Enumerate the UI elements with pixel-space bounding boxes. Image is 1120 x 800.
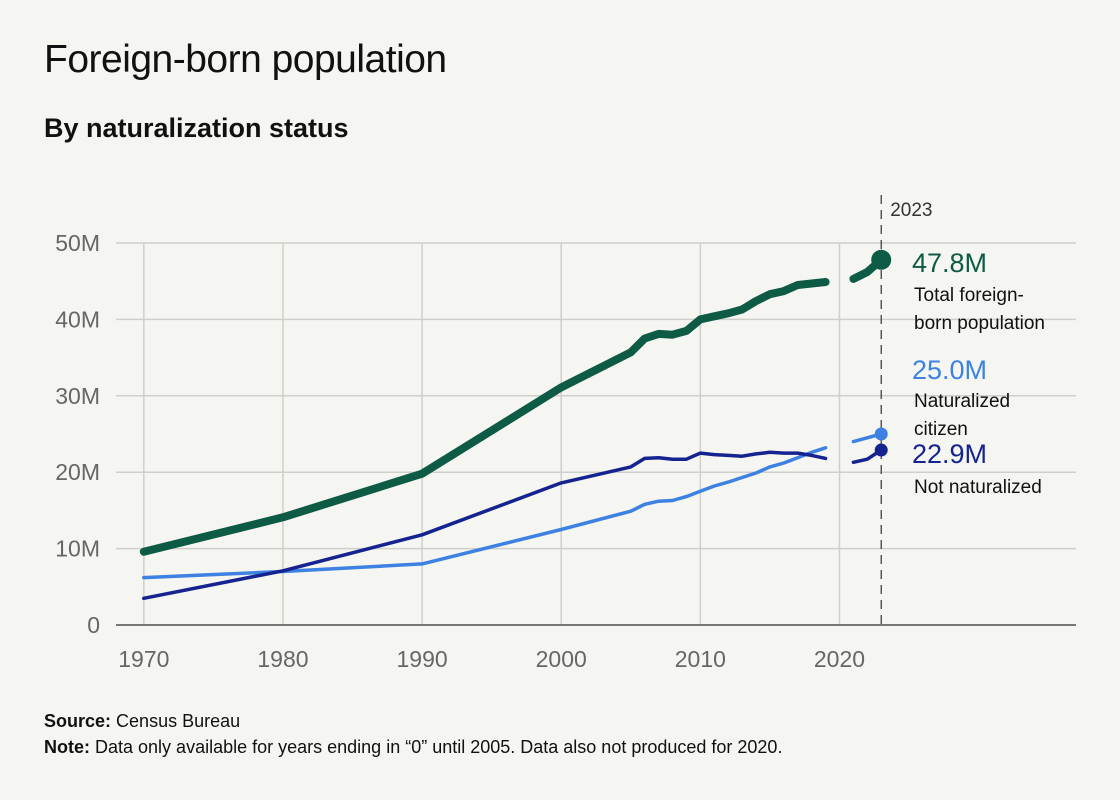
series-label-total: born population bbox=[914, 313, 1045, 334]
source-label: Source: bbox=[44, 711, 112, 731]
y-tick-label: 30M bbox=[55, 383, 100, 409]
reference-year-label: 2023 bbox=[890, 200, 932, 221]
value-label-total: 47.8M bbox=[912, 248, 987, 278]
series-label-naturalized: Naturalized bbox=[914, 391, 1010, 412]
y-tick-label: 20M bbox=[55, 459, 100, 485]
y-tick-label: 40M bbox=[55, 306, 100, 332]
y-tick-label: 50M bbox=[55, 230, 100, 256]
x-tick-label: 1980 bbox=[257, 646, 308, 672]
note-text: Data only available for years ending in … bbox=[95, 737, 783, 757]
end-marker-total bbox=[871, 249, 892, 270]
value-label-naturalized: 25.0M bbox=[912, 355, 987, 385]
series-label-naturalized: citizen bbox=[914, 419, 968, 440]
line-chart: 0 10M 20M 30M 40M 50M 1970 1980 1990 2000 2010 2020… bbox=[55, 195, 1076, 672]
x-tick-label: 1970 bbox=[118, 646, 169, 672]
series-line-total bbox=[139, 278, 830, 556]
end-marker-not-naturalized bbox=[874, 443, 888, 457]
end-marker-naturalized bbox=[874, 427, 888, 441]
series-line-not-naturalized bbox=[142, 450, 828, 601]
chart-footer: Source: Census Bureau Note: Data only av… bbox=[44, 708, 782, 760]
x-tick-label: 2000 bbox=[536, 646, 587, 672]
chart-title: Foreign-born population bbox=[44, 38, 447, 81]
series-label-total: Total foreign- bbox=[914, 285, 1024, 306]
chart-subtitle: By naturalization status bbox=[44, 113, 349, 143]
value-label-not-naturalized: 22.9M bbox=[912, 439, 987, 469]
series-label-not-naturalized: Not naturalized bbox=[914, 477, 1042, 498]
series-line-naturalized bbox=[142, 446, 828, 580]
y-tick-label: 0 bbox=[87, 612, 100, 638]
x-tick-label: 2020 bbox=[814, 646, 865, 672]
x-tick-label: 1990 bbox=[397, 646, 448, 672]
y-tick-label: 10M bbox=[55, 536, 100, 562]
note-line: Note: Data only available for years endi… bbox=[44, 734, 782, 760]
note-label: Note: bbox=[44, 737, 90, 757]
source-text: Census Bureau bbox=[116, 711, 241, 731]
x-tick-label: 2010 bbox=[675, 646, 726, 672]
source-line: Source: Census Bureau bbox=[44, 708, 782, 734]
